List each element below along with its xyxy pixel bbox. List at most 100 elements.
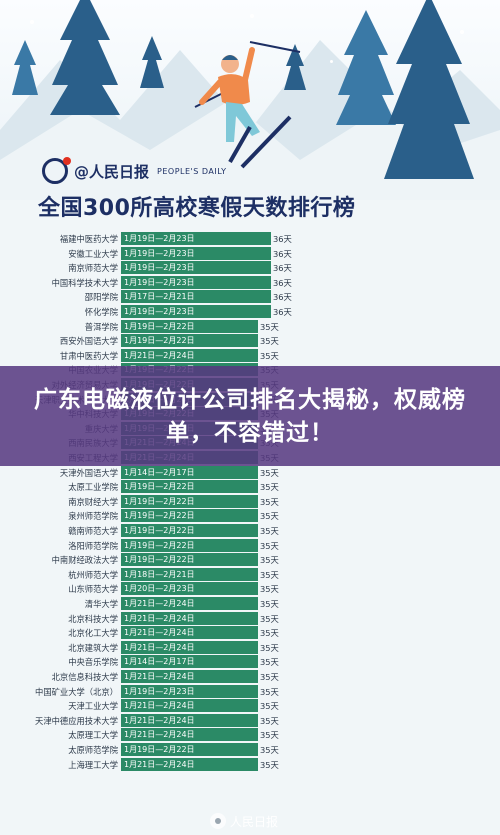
school-name: 怀化学院 [84, 307, 118, 317]
date-range: 1月21日—2月24日 [124, 350, 195, 360]
date-range: 1月21日—2月24日 [124, 759, 195, 769]
table-row: 赣南师范大学 1月19日—2月22日 35天 [0, 524, 500, 538]
table-row: 中国矿业大学（北京） 1月19日—2月23日 35天 [0, 684, 500, 699]
duration-bar [121, 640, 258, 654]
duration-bar [121, 334, 258, 348]
date-range: 1月17日—2月21日 [124, 292, 195, 302]
days-count: 35天 [260, 467, 279, 478]
table-row: 北京科技大学 1月21日—2月24日 35天 [0, 611, 500, 626]
school-name: 太原工业学院 [68, 482, 118, 493]
duration-bar [121, 655, 258, 669]
days-count: 35天 [260, 584, 279, 595]
duration-bar [121, 538, 258, 552]
date-range: 1月19日—2月23日 [124, 248, 195, 258]
table-row: 太原师范学院 1月19日—2月22日 35天 [0, 743, 500, 757]
school-name: 南京师范大学 [68, 263, 118, 274]
table-row: 天津外国语大学 1月14日—2月17日 35天 [0, 465, 500, 480]
duration-bar [121, 524, 258, 537]
tree-icon [284, 44, 306, 90]
table-row: 南京师范大学 1月19日—2月23日 36天 [0, 261, 500, 275]
school-name: 泉州师范学院 [68, 511, 118, 522]
duration-bar [121, 670, 258, 683]
school-name: 上海理工大学 [68, 759, 118, 770]
headline-banner[interactable]: 广东电磁液位计公司排名大揭秘，权威榜单，不容错过！ [0, 366, 500, 466]
date-range: 1月19日—2月22日 [124, 482, 195, 492]
duration-bar [121, 494, 258, 508]
table-row: 西安外国语大学 1月19日—2月22日 35天 [0, 334, 500, 348]
days-count: 35天 [260, 511, 279, 522]
school-name: 安徽工业大学 [68, 248, 118, 259]
duration-bar [121, 319, 258, 333]
table-row: 南京财经大学 1月19日—2月22日 35天 [0, 494, 500, 509]
table-row: 北京建筑大学 1月21日—2月24日 35天 [0, 640, 500, 655]
table-row: 安徽工业大学 1月19日—2月23日 36天 [0, 246, 500, 261]
date-range: 1月21日—2月24日 [124, 672, 195, 681]
school-name: 清华大学 [84, 599, 118, 609]
table-row: 山东师范大学 1月20日—2月23日 35天 [0, 582, 500, 596]
days-count: 35天 [260, 759, 279, 770]
days-count: 35天 [260, 613, 279, 624]
school-name: 北京化工大学 [68, 628, 118, 639]
school-name: 中央音乐学院 [68, 657, 118, 668]
school-name: 天津工业大学 [68, 701, 118, 712]
days-count: 35天 [260, 686, 279, 697]
school-name: 洛阳师范学院 [68, 540, 118, 551]
date-range: 1月21日—2月24日 [124, 715, 195, 725]
date-range: 1月19日—2月23日 [124, 686, 195, 696]
duration-bar [121, 290, 271, 304]
days-count: 35天 [260, 526, 279, 536]
brand-subtitle: PEOPLE'S DAILY [157, 166, 227, 176]
days-count: 36天 [273, 263, 292, 274]
table-row: 福建中医药大学 1月19日—2月23日 36天 [0, 232, 500, 246]
duration-bar [121, 305, 271, 318]
weibo-icon [210, 813, 226, 829]
days-count: 36天 [273, 277, 292, 288]
days-count: 35天 [260, 336, 279, 347]
watermark-text: 人民日报 [230, 814, 279, 829]
snowflake [330, 60, 333, 63]
school-name: 中国矿业大学（北京） [35, 686, 118, 697]
days-count: 35天 [260, 642, 279, 653]
school-name: 北京科技大学 [68, 613, 118, 624]
table-row: 邵阳学院 1月17日—2月21日 36天 [0, 290, 500, 304]
date-range: 1月18日—2月21日 [124, 569, 195, 579]
duration-bar [121, 728, 258, 742]
school-name: 中国科学技术大学 [51, 277, 118, 288]
duration-bar [121, 509, 258, 523]
duration-bar [121, 597, 258, 610]
date-range: 1月21日—2月24日 [124, 642, 195, 652]
table-row: 北京信息科技大学 1月21日—2月24日 35天 [0, 670, 500, 684]
school-name: 北京建筑大学 [68, 642, 118, 653]
table-row: 中南财经政法大学 1月19日—2月22日 35天 [0, 553, 500, 567]
school-name: 福建中医药大学 [59, 234, 118, 244]
school-name: 太原师范学院 [68, 745, 118, 755]
tree-icon [12, 40, 38, 95]
school-name: 天津外国语大学 [59, 467, 118, 478]
date-range: 1月19日—2月22日 [124, 745, 195, 754]
table-row: 太原理工大学 1月21日—2月24日 35天 [0, 728, 500, 742]
date-range: 1月19日—2月22日 [124, 526, 195, 535]
date-range: 1月19日—2月23日 [124, 307, 195, 316]
days-count: 35天 [260, 730, 279, 741]
school-name: 天津中德应用技术大学 [35, 715, 118, 726]
days-count: 35天 [260, 628, 279, 639]
duration-bar [121, 553, 258, 567]
school-name: 中南财经政法大学 [51, 555, 118, 566]
school-name: 北京信息科技大学 [51, 672, 118, 682]
duration-bar [121, 743, 258, 756]
days-count: 35天 [260, 672, 279, 682]
table-row: 普洱学院 1月19日—2月22日 35天 [0, 319, 500, 334]
days-count: 35天 [260, 482, 279, 493]
duration-bar [121, 567, 258, 581]
days-count: 35天 [260, 555, 279, 566]
table-row: 怀化学院 1月19日—2月23日 36天 [0, 305, 500, 319]
date-range: 1月21日—2月24日 [124, 730, 195, 740]
days-count: 35天 [260, 657, 279, 668]
school-name: 赣南师范大学 [68, 526, 118, 536]
table-row: 甘肃中医药大学 1月21日—2月24日 35天 [0, 348, 500, 363]
duration-bar [121, 611, 258, 625]
brand-logo: @人民日报 PEOPLE'S DAILY [42, 156, 226, 186]
days-count: 35天 [260, 350, 279, 361]
date-range: 1月21日—2月24日 [124, 613, 195, 623]
days-count: 36天 [273, 292, 292, 303]
